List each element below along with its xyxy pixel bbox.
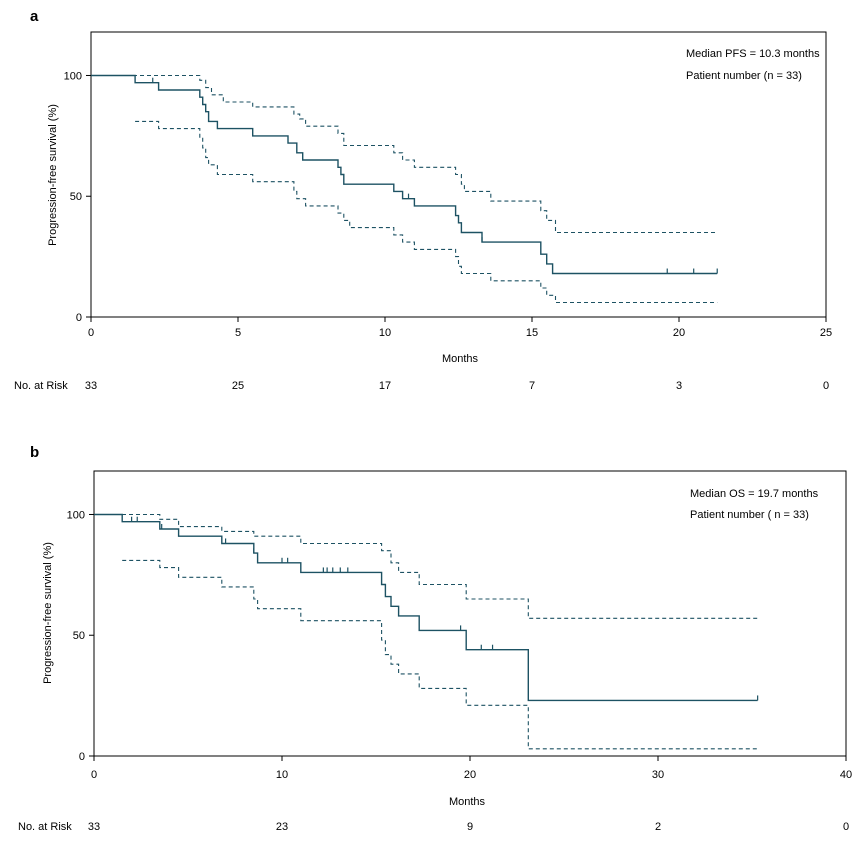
panel-b: b Progression-free survival (%) Months M…	[18, 444, 852, 833]
panel-a-risk-row: 33 25 17 7 3 0	[85, 380, 829, 392]
panel-a-risk-value-2: 17	[379, 380, 391, 392]
panel-b-x-tick-label-1: 10	[276, 769, 288, 781]
panel-a-km-curve	[91, 74, 718, 275]
panel-b-series	[94, 513, 759, 750]
panel-a-risk-value-5: 0	[823, 380, 829, 392]
panel-b-risk-value-2: 9	[467, 821, 473, 833]
panel-b-risk-value-4: 0	[843, 821, 849, 833]
panel-b-x-tick-label-3: 30	[652, 769, 664, 781]
panel-a-label: a	[30, 8, 39, 25]
panel-a-x-tick-label-3: 15	[526, 327, 538, 339]
panel-b-x-axis-label: Months	[449, 796, 486, 808]
panel-b-y-tick-label-2: 100	[67, 509, 85, 521]
panel-a-lower-ci	[135, 120, 718, 304]
panel-a-x-tick-label-4: 20	[673, 327, 685, 339]
panel-b-risk-row: 33 23 9 2 0	[88, 821, 849, 833]
panel-a-upper-ci	[91, 74, 718, 234]
panel-b-risk-value-1: 23	[276, 821, 288, 833]
panel-b-x-tick-label-0: 0	[91, 769, 97, 781]
panel-a-ticks: 0 5 10 15 20 25 0 50 100	[64, 70, 832, 339]
panel-b-risk-value-0: 33	[88, 821, 100, 833]
panel-a-risk-value-4: 3	[676, 380, 682, 392]
panel-a-x-tick-label-1: 5	[235, 327, 241, 339]
panel-a-x-tick-label-0: 0	[88, 327, 94, 339]
panel-a-risk-value-1: 25	[232, 380, 244, 392]
panel-b-y-tick-label-1: 50	[73, 630, 85, 642]
panel-b-label: b	[30, 444, 39, 461]
panel-a-annotation-n: Patient number (n = 33)	[686, 70, 802, 82]
panel-a-risk-label: No. at Risk	[14, 380, 68, 392]
panel-a-annotation-median: Median PFS = 10.3 months	[686, 48, 820, 60]
panel-b-risk-value-3: 2	[655, 821, 661, 833]
panel-b-x-tick-label-4: 40	[840, 769, 852, 781]
panel-a-y-tick-label-0: 0	[76, 312, 82, 324]
panel-b-y-tick-label-0: 0	[79, 751, 85, 763]
panel-a-plot-frame	[90, 31, 827, 318]
panel-b-x-tick-label-2: 20	[464, 769, 476, 781]
panel-a-risk-value-0: 33	[85, 380, 97, 392]
panel-b-upper-ci	[94, 513, 758, 619]
panel-a: a Progression-free survival (%) Months M…	[14, 8, 832, 392]
panel-a-x-tick-label-2: 10	[379, 327, 391, 339]
panel-a-y-tick-label-2: 100	[64, 70, 82, 82]
panel-a-y-axis-label: Progression-free survival (%)	[47, 104, 59, 246]
panel-b-annotation-n: Patient number ( n = 33)	[690, 509, 809, 521]
panel-a-x-axis-label: Months	[442, 353, 479, 365]
panel-b-y-axis-label: Progression-free survival (%)	[42, 542, 54, 684]
panel-b-km-curve	[94, 513, 758, 702]
panel-b-risk-label: No. at Risk	[18, 821, 72, 833]
panel-b-lower-ci	[122, 559, 758, 750]
panel-a-series	[91, 74, 718, 304]
panel-b-annotation-median: Median OS = 19.7 months	[690, 488, 819, 500]
panel-a-risk-value-3: 7	[529, 380, 535, 392]
panel-a-y-tick-label-1: 50	[70, 191, 82, 203]
panel-a-x-tick-label-5: 25	[820, 327, 832, 339]
panel-b-ticks: 0 10 20 30 40 0 50 100	[67, 509, 852, 781]
